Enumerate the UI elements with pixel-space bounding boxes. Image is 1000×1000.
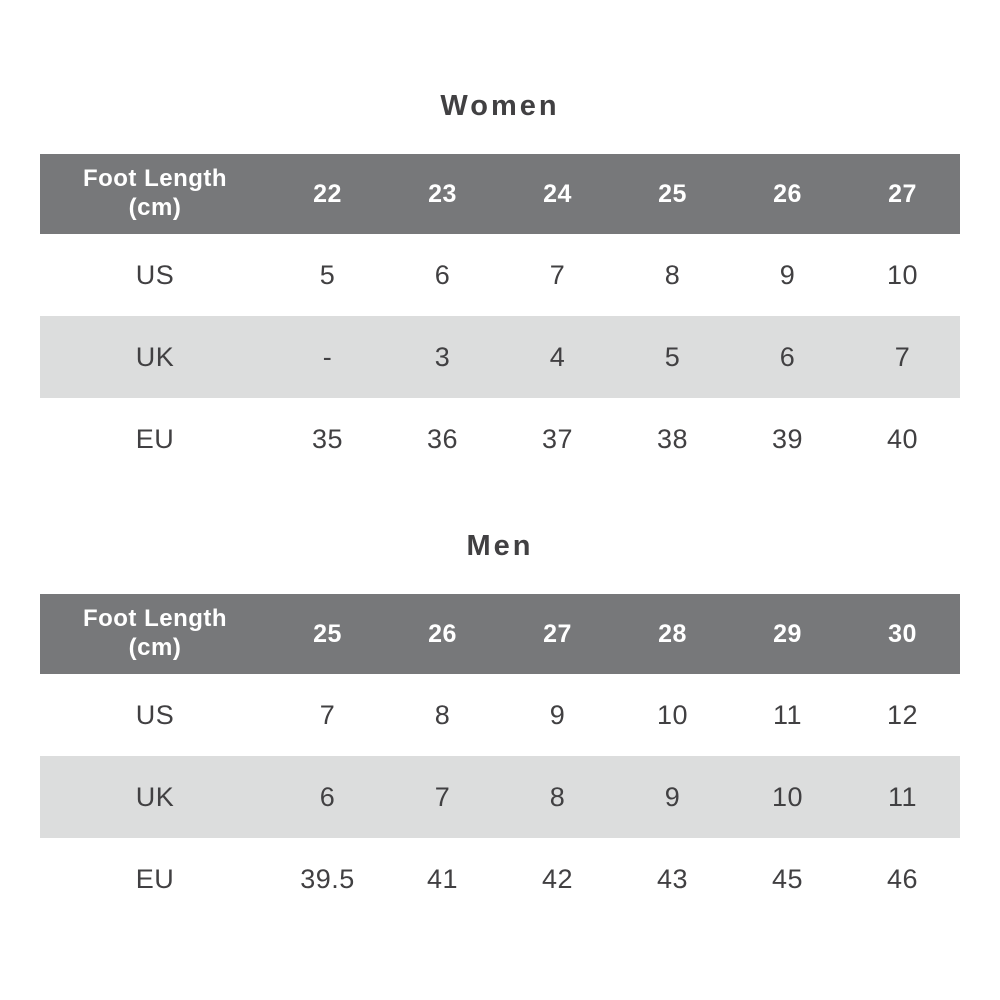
foot-length-label-line1: Foot Length — [82, 165, 228, 193]
row-label-eu: EU — [135, 423, 175, 454]
table-cell: 36 — [426, 423, 459, 454]
table-cell: 11 — [772, 699, 803, 730]
men-foot-length-value: 28 — [658, 619, 687, 648]
women-foot-length-value: 26 — [773, 179, 802, 208]
table-cell: 12 — [886, 699, 919, 730]
women-uk-row: UK - 3 4 5 6 7 — [40, 316, 960, 398]
table-cell: 9 — [779, 259, 796, 290]
women-us-row: US 5 6 7 8 9 10 — [40, 234, 960, 316]
row-label-us: US — [135, 699, 175, 730]
foot-length-label-line2: (cm) — [128, 634, 182, 661]
table-cell: 6 — [779, 341, 796, 372]
table-cell: 7 — [549, 259, 566, 290]
table-cell: 40 — [886, 423, 919, 454]
table-cell: 7 — [894, 341, 911, 372]
table-cell: 39 — [771, 423, 804, 454]
women-foot-length-value: 24 — [543, 179, 572, 208]
women-foot-length-value: 27 — [888, 179, 917, 208]
men-eu-row: EU 39.5 41 42 43 45 46 — [40, 838, 960, 920]
men-section-title: Men — [466, 530, 534, 562]
table-cell: 11 — [887, 781, 918, 812]
table-cell: 37 — [541, 423, 574, 454]
table-cell: 8 — [434, 699, 451, 730]
men-us-row: US 7 8 9 10 11 12 — [40, 674, 960, 756]
men-uk-row: UK 6 7 8 9 10 11 — [40, 756, 960, 838]
men-foot-length-value: 25 — [313, 619, 342, 648]
table-cell: 7 — [434, 781, 451, 812]
women-foot-length-header: Foot Length (cm) — [40, 154, 270, 234]
row-label-eu: EU — [135, 863, 175, 894]
women-size-table: Foot Length (cm) 22 23 24 25 26 27 US 5 … — [40, 154, 960, 480]
row-label-uk: UK — [135, 781, 175, 812]
table-cell: 43 — [656, 863, 689, 894]
women-section-title: Women — [440, 90, 560, 122]
men-foot-length-value: 27 — [543, 619, 572, 648]
table-cell: - — [322, 341, 333, 372]
table-cell: 42 — [541, 863, 574, 894]
table-cell: 10 — [656, 699, 689, 730]
table-cell: 9 — [664, 781, 681, 812]
men-foot-length-value: 26 — [428, 619, 457, 648]
women-header-row: Foot Length (cm) 22 23 24 25 26 27 — [40, 154, 960, 234]
table-cell: 4 — [549, 341, 566, 372]
men-size-table: Foot Length (cm) 25 26 27 28 29 30 US 7 … — [40, 594, 960, 920]
table-cell: 39.5 — [300, 863, 355, 894]
women-foot-length-value: 22 — [313, 179, 342, 208]
table-cell: 6 — [319, 781, 336, 812]
table-cell: 9 — [549, 699, 566, 730]
table-cell: 5 — [319, 259, 336, 290]
men-header-row: Foot Length (cm) 25 26 27 28 29 30 — [40, 594, 960, 674]
table-cell: 8 — [549, 781, 566, 812]
women-eu-row: EU 35 36 37 38 39 40 — [40, 398, 960, 480]
table-cell: 8 — [664, 259, 681, 290]
women-foot-length-value: 23 — [428, 179, 457, 208]
men-foot-length-value: 30 — [888, 619, 917, 648]
table-cell: 38 — [656, 423, 689, 454]
row-label-us: US — [135, 259, 175, 290]
table-cell: 10 — [886, 259, 919, 290]
foot-length-label-line2: (cm) — [128, 194, 182, 221]
men-foot-length-value: 29 — [773, 619, 802, 648]
table-cell: 6 — [434, 259, 451, 290]
table-cell: 7 — [319, 699, 336, 730]
row-label-uk: UK — [135, 341, 175, 372]
table-cell: 35 — [311, 423, 344, 454]
table-cell: 41 — [426, 863, 459, 894]
table-cell: 45 — [771, 863, 804, 894]
table-cell: 46 — [886, 863, 919, 894]
men-foot-length-header: Foot Length (cm) — [40, 594, 270, 674]
table-cell: 3 — [434, 341, 451, 372]
foot-length-label-line1: Foot Length — [82, 605, 228, 633]
women-foot-length-value: 25 — [658, 179, 687, 208]
table-cell: 5 — [664, 341, 681, 372]
table-cell: 10 — [771, 781, 804, 812]
